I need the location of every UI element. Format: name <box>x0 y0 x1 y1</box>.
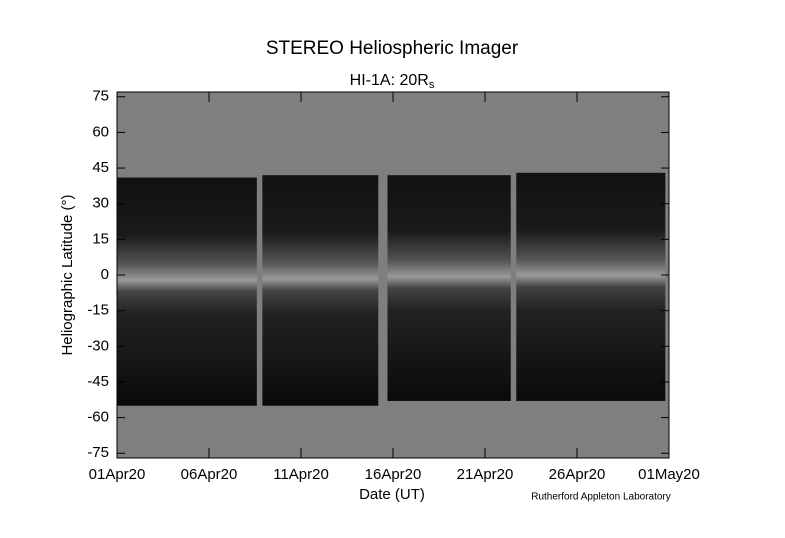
chart-subtitle: HI-1A: 20Rs <box>350 72 435 91</box>
data-strip <box>117 177 257 406</box>
y-tick-label: 30 <box>92 195 109 212</box>
y-tick-label: -75 <box>87 444 109 461</box>
x-tick-label: 06Apr20 <box>181 466 238 483</box>
credit: Rutherford Appleton Laboratory <box>531 492 671 503</box>
x-tick-label: 21Apr20 <box>457 466 514 483</box>
y-tick-label: 15 <box>92 230 109 247</box>
y-axis-label: Heliographic Latitude (°) <box>59 194 76 355</box>
subtitle-subscript: s <box>429 79 435 91</box>
data-strip <box>387 175 511 401</box>
x-tick-label: 11Apr20 <box>273 466 329 483</box>
y-tick-label: 75 <box>92 88 109 105</box>
subtitle-text: HI-1A: 20R <box>350 72 429 89</box>
y-tick-label: -15 <box>87 302 109 319</box>
data-strip <box>516 172 666 401</box>
x-tick-label: 16Apr20 <box>365 466 422 483</box>
x-axis-label: Date (UT) <box>359 486 425 503</box>
x-tick-label: 01May20 <box>638 466 700 483</box>
y-tick-label: 60 <box>92 123 109 140</box>
x-tick-label: 01Apr20 <box>89 466 146 483</box>
x-tick-label: 26Apr20 <box>549 466 606 483</box>
y-tick-label: -60 <box>87 409 109 426</box>
y-tick-label: 0 <box>101 266 109 283</box>
data-strip <box>262 175 379 406</box>
y-tick-label: 45 <box>92 159 109 176</box>
chart-title: STEREO Heliospheric Imager <box>266 38 519 59</box>
y-tick-label: -45 <box>87 373 109 390</box>
y-tick-label: -30 <box>87 337 109 354</box>
